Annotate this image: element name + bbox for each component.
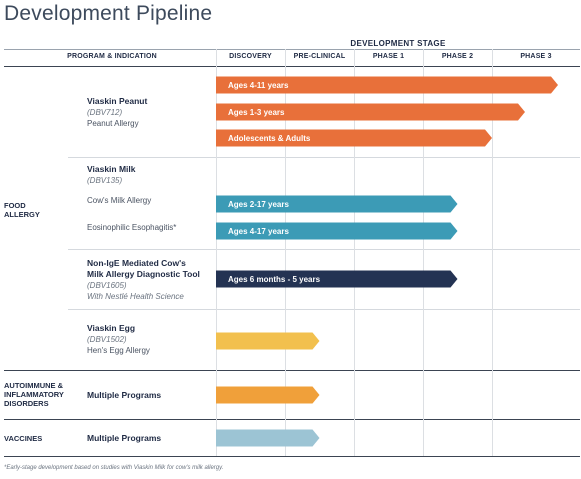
- program-code: (DBV1502): [87, 335, 127, 344]
- program-nonige-diagnostic: Non-IgE Mediated Cow's: [87, 258, 186, 268]
- pipeline-bar: [216, 195, 458, 213]
- program-autoimmune-multiple: Multiple Programs: [87, 390, 162, 400]
- program-indication: Peanut Allergy: [87, 119, 139, 128]
- program-indication: Hen's Egg Allergy: [87, 346, 150, 355]
- row-divider: [68, 157, 580, 158]
- stage-phase3-header: PHASE 3: [520, 53, 552, 60]
- stage-discovery-header: DISCOVERY: [229, 53, 272, 60]
- table-bottom-rule: [4, 456, 580, 457]
- header-top-rule: [4, 49, 580, 50]
- stage-divider: [354, 49, 355, 456]
- pipeline-bar-label: Ages 4-17 years: [228, 227, 289, 236]
- pipeline-bar-label: Adolescents & Adults: [228, 134, 311, 143]
- program-indication-header: PROGRAM & INDICATION: [67, 53, 157, 60]
- program-code: (DBV135): [87, 176, 123, 185]
- program-indication: Cow's Milk Allergy: [87, 196, 152, 205]
- pipeline-bar: [216, 129, 492, 147]
- development-stage-header: DEVELOPMENT STAGE: [350, 39, 446, 48]
- program-viaskin-peanut: Viaskin Peanut: [87, 96, 148, 106]
- program-indication: Eosinophilic Esophagitis*: [87, 223, 177, 232]
- section-divider: [4, 370, 580, 371]
- pipeline-bar: [216, 386, 320, 404]
- program-partner: With Nestlé Health Science: [87, 292, 184, 301]
- stage-divider: [492, 49, 493, 456]
- stage-divider: [285, 49, 286, 456]
- program-vaccines-multiple: Multiple Programs: [87, 433, 162, 443]
- row-divider: [68, 309, 580, 310]
- pipeline-bar-label: Ages 6 months - 5 years: [228, 275, 321, 284]
- category-vaccines: VACCINES: [4, 434, 43, 443]
- pipeline-bar: [216, 222, 458, 240]
- pipeline-bar-label: Ages 2-17 years: [228, 200, 289, 209]
- category-autoimmune: AUTOIMMUNE & INFLAMMATORY DISORDERS: [4, 381, 64, 408]
- program-code: (DBV712): [87, 108, 123, 117]
- program-viaskin-milk: Viaskin Milk: [87, 164, 136, 174]
- stage-preclinical-header: PRE-CLINICAL: [293, 53, 346, 60]
- program-viaskin-egg: Viaskin Egg: [87, 323, 136, 333]
- pipeline-bar: [216, 270, 458, 288]
- section-divider: [4, 419, 580, 420]
- stage-divider: [423, 49, 424, 456]
- pipeline-bar: [216, 103, 525, 121]
- program-nonige-diagnostic-line2: Milk Allergy Diagnostic Tool: [87, 269, 200, 279]
- category-food-allergy: FOOD ALLERGY: [4, 201, 40, 219]
- header-bottom-rule: [4, 66, 580, 67]
- stage-phase2-header: PHASE 2: [441, 53, 474, 60]
- pipeline-bar: [216, 76, 558, 94]
- pipeline-bar-label: Ages 1-3 years: [228, 108, 285, 117]
- pipeline-bar: [216, 332, 320, 350]
- stage-phase1-header: PHASE 1: [372, 53, 405, 60]
- pipeline-bar-label: Ages 4-11 years: [228, 81, 289, 90]
- footnote: *Early-stage development based on studie…: [4, 465, 224, 471]
- row-divider: [68, 249, 580, 250]
- page-title: Development Pipeline: [4, 2, 213, 25]
- stage-divider: [216, 49, 217, 456]
- pipeline-bar: [216, 429, 320, 447]
- program-code: (DBV1605): [87, 281, 127, 290]
